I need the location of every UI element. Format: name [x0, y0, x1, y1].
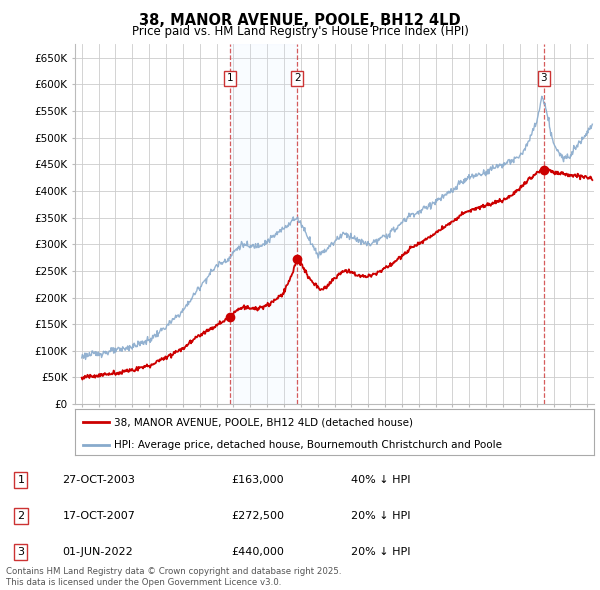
Text: 17-OCT-2007: 17-OCT-2007: [62, 511, 136, 521]
Text: 38, MANOR AVENUE, POOLE, BH12 4LD (detached house): 38, MANOR AVENUE, POOLE, BH12 4LD (detac…: [114, 417, 413, 427]
Text: £163,000: £163,000: [232, 475, 284, 485]
Text: 27-OCT-2003: 27-OCT-2003: [62, 475, 136, 485]
Text: 38, MANOR AVENUE, POOLE, BH12 4LD: 38, MANOR AVENUE, POOLE, BH12 4LD: [139, 13, 461, 28]
Text: 1: 1: [227, 73, 233, 83]
Text: 40% ↓ HPI: 40% ↓ HPI: [350, 475, 410, 485]
Text: HPI: Average price, detached house, Bournemouth Christchurch and Poole: HPI: Average price, detached house, Bour…: [114, 440, 502, 450]
Text: £272,500: £272,500: [232, 511, 285, 521]
Text: 3: 3: [17, 547, 25, 557]
Bar: [230, 44, 297, 404]
Text: 2: 2: [17, 511, 25, 521]
Text: 2: 2: [294, 73, 301, 83]
Text: 20% ↓ HPI: 20% ↓ HPI: [350, 511, 410, 521]
Text: Contains HM Land Registry data © Crown copyright and database right 2025.
This d: Contains HM Land Registry data © Crown c…: [6, 566, 341, 588]
Text: Price paid vs. HM Land Registry's House Price Index (HPI): Price paid vs. HM Land Registry's House …: [131, 25, 469, 38]
Text: 3: 3: [541, 73, 547, 83]
Text: £440,000: £440,000: [232, 547, 284, 557]
Text: 20% ↓ HPI: 20% ↓ HPI: [350, 547, 410, 557]
Text: 01-JUN-2022: 01-JUN-2022: [62, 547, 133, 557]
Text: 1: 1: [17, 475, 25, 485]
